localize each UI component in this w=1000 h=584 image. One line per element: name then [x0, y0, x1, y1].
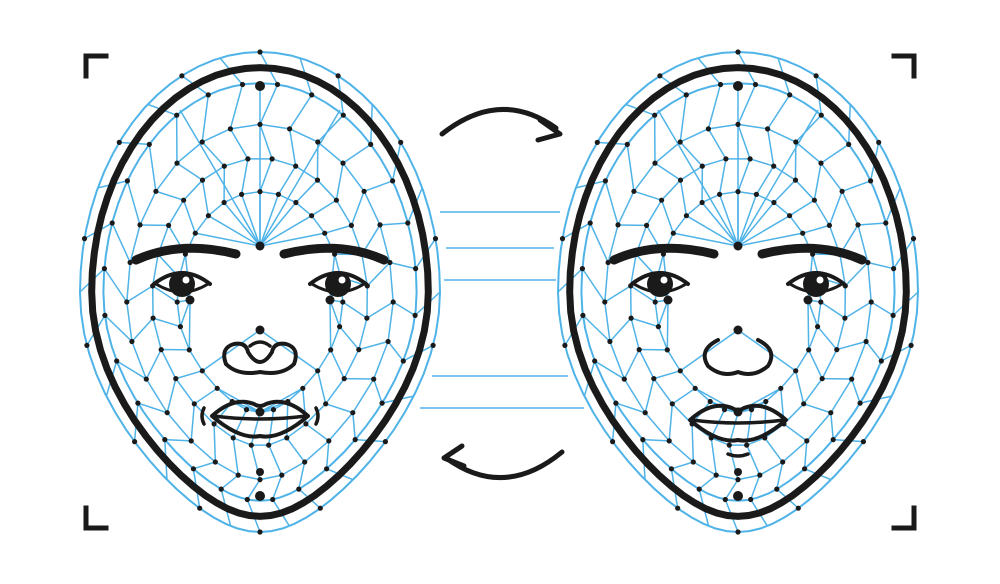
- connector-lines: [420, 211, 584, 409]
- mesh-nodes: [559, 49, 917, 535]
- right-eyebrow: [279, 243, 389, 265]
- left-eyebrow: [131, 243, 241, 265]
- nose-bridge: [248, 340, 272, 348]
- nose: [702, 338, 774, 376]
- source-face: [78, 49, 442, 535]
- chin-crease: [726, 452, 750, 458]
- lips: [210, 399, 310, 439]
- eye-highlight: [660, 276, 668, 284]
- bracket-bottom-right: [891, 505, 917, 531]
- eye-highlight: [816, 276, 824, 284]
- left-pupil: [647, 271, 673, 297]
- swap-arrow-bottom-icon: [441, 443, 565, 480]
- lips: [688, 403, 788, 443]
- corner-bracket-icon: [83, 53, 917, 531]
- nose: [222, 341, 298, 375]
- mesh-nodes: [81, 49, 439, 535]
- right-pupil: [803, 271, 829, 297]
- left-pupil: [169, 271, 195, 297]
- bracket-top-left: [83, 53, 109, 79]
- mouth-corner-left: [200, 406, 206, 426]
- bracket-top-right: [891, 53, 917, 79]
- facial-features: [131, 243, 389, 439]
- lip-line: [690, 418, 786, 425]
- eye-highlight: [338, 276, 346, 284]
- swap-arrow-top-icon: [439, 107, 563, 143]
- facial-features: [609, 243, 867, 458]
- left-eyebrow: [609, 243, 719, 265]
- right-eyebrow: [757, 243, 867, 265]
- mouth-corner-right: [314, 406, 320, 426]
- target-face: [556, 49, 920, 535]
- lip-line: [212, 414, 308, 421]
- head-outline: [566, 64, 910, 520]
- head-outline: [88, 64, 432, 520]
- eye-highlight: [182, 276, 190, 284]
- right-pupil: [325, 271, 351, 297]
- bracket-bottom-left: [83, 505, 109, 531]
